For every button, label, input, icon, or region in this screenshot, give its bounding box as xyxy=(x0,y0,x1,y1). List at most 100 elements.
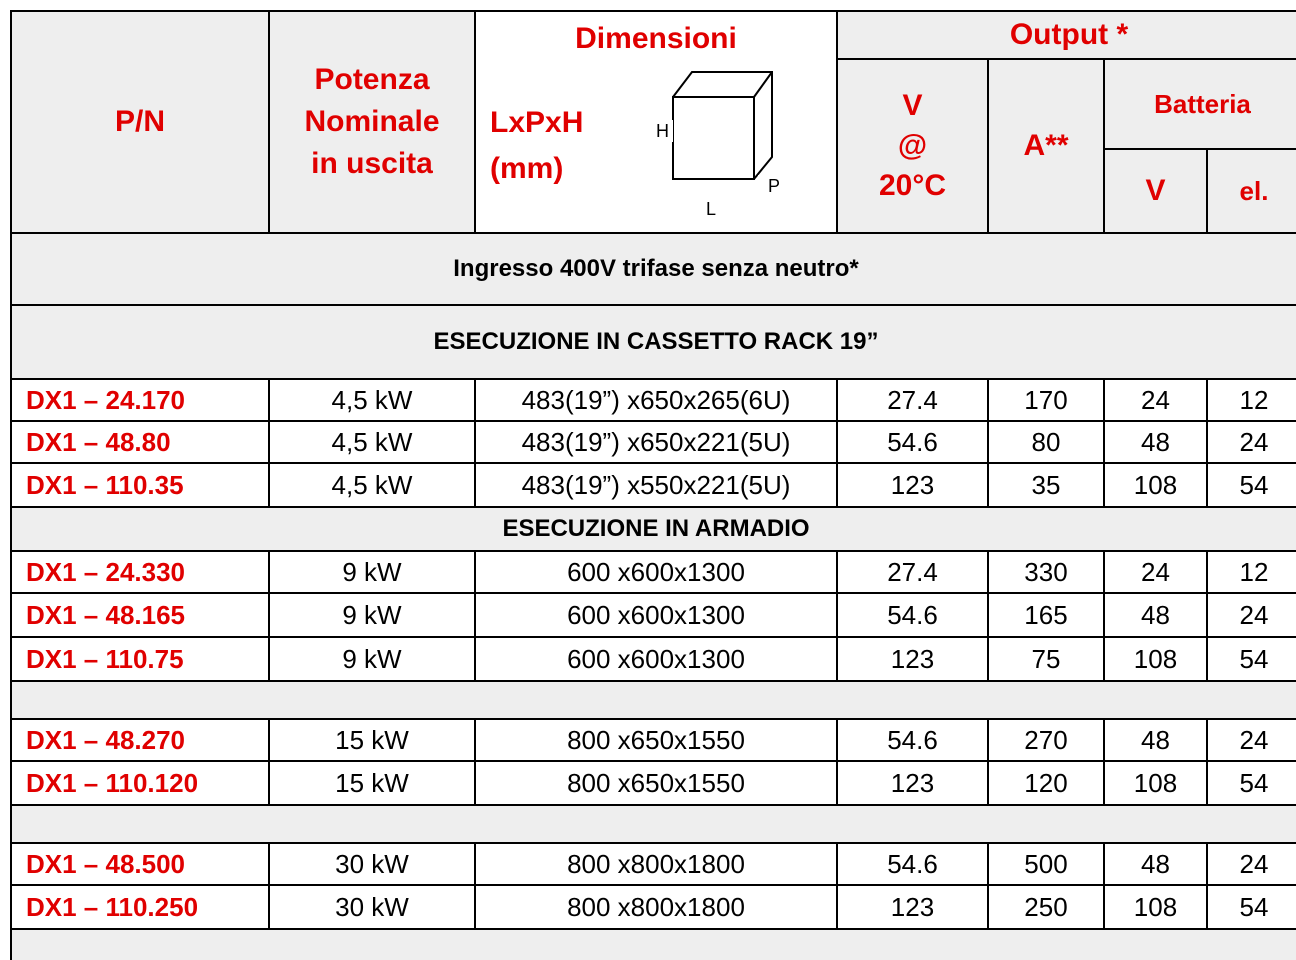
table-row xyxy=(11,929,1296,960)
section-title: ESECUZIONE IN CASSETTO RACK 19” xyxy=(11,305,1296,379)
part-number: DX1 – 48.500 xyxy=(11,843,269,885)
cell: 54.6 xyxy=(837,843,988,885)
cell: 108 xyxy=(1104,885,1207,929)
cell: 54 xyxy=(1207,761,1296,805)
cell: 24 xyxy=(1207,593,1296,637)
cell: 48 xyxy=(1104,719,1207,761)
table-row: ESECUZIONE IN CASSETTO RACK 19” xyxy=(11,305,1296,379)
cell: 24 xyxy=(1207,421,1296,463)
part-number: DX1 – 24.170 xyxy=(11,379,269,421)
section-title: Ingresso 400V trifase senza neutro* xyxy=(11,233,1296,305)
header-cell: P/N xyxy=(11,11,269,233)
part-number: DX1 – 48.165 xyxy=(11,593,269,637)
cell: 108 xyxy=(1104,637,1207,681)
cell: 27.4 xyxy=(837,551,988,593)
cell: 250 xyxy=(988,885,1104,929)
header-text: (mm) xyxy=(490,152,563,185)
header-cell: el. xyxy=(1207,149,1296,233)
header-text: Potenza xyxy=(314,63,429,96)
cell: 27.4 xyxy=(837,379,988,421)
cell: 12 xyxy=(1207,379,1296,421)
cell: 30 kW xyxy=(269,885,475,929)
cell: 800 x650x1550 xyxy=(475,761,837,805)
cell: 15 kW xyxy=(269,761,475,805)
axis-label: L xyxy=(698,198,724,220)
cell: 9 kW xyxy=(269,637,475,681)
section-title: ESECUZIONE IN ARMADIO xyxy=(11,507,1296,551)
cell: 330 xyxy=(988,551,1104,593)
cell: 54 xyxy=(1207,463,1296,507)
blank-row xyxy=(11,929,1296,960)
cell: 80 xyxy=(988,421,1104,463)
header-text: P/N xyxy=(115,105,165,138)
cell: 9 kW xyxy=(269,593,475,637)
cell: 9 kW xyxy=(269,551,475,593)
cell: 500 xyxy=(988,843,1104,885)
header-text: A** xyxy=(1023,129,1068,162)
header-text: el. xyxy=(1240,176,1269,206)
cell: 24 xyxy=(1104,551,1207,593)
cell: 54.6 xyxy=(837,421,988,463)
header-cell: V xyxy=(1104,149,1207,233)
cell: 120 xyxy=(988,761,1104,805)
table-row: Ingresso 400V trifase senza neutro* xyxy=(11,233,1296,305)
header-cell: Output * xyxy=(837,11,1296,59)
header-text: in uscita xyxy=(311,147,433,180)
part-number: DX1 – 110.35 xyxy=(11,463,269,507)
part-number: DX1 – 24.330 xyxy=(11,551,269,593)
header-text: V xyxy=(1145,174,1165,207)
cell: 800 x650x1550 xyxy=(475,719,837,761)
cell: 48 xyxy=(1104,421,1207,463)
cell: 54 xyxy=(1207,885,1296,929)
cell: 24 xyxy=(1207,843,1296,885)
cell: 123 xyxy=(837,637,988,681)
part-number: DX1 – 48.270 xyxy=(11,719,269,761)
cell: 30 kW xyxy=(269,843,475,885)
cell: 483(19”) x550x221(5U) xyxy=(475,463,837,507)
header-text: LxPxH xyxy=(490,106,583,139)
cell: 165 xyxy=(988,593,1104,637)
cell: 483(19”) x650x265(6U) xyxy=(475,379,837,421)
cell: 600 x600x1300 xyxy=(475,593,837,637)
part-number: DX1 – 110.250 xyxy=(11,885,269,929)
header-text: @ xyxy=(898,129,927,162)
header-text: LxPxH (mm) xyxy=(490,100,583,192)
header-text: Nominale xyxy=(304,105,439,138)
blank-row xyxy=(11,681,1296,719)
cell: 800 x800x1800 xyxy=(475,885,837,929)
table-row xyxy=(11,681,1296,719)
header-text: Dimensioni xyxy=(476,18,836,60)
part-number: DX1 – 110.75 xyxy=(11,637,269,681)
cell: 483(19”) x650x221(5U) xyxy=(475,421,837,463)
header-text: 20°C xyxy=(879,169,946,202)
cell: 4,5 kW xyxy=(269,379,475,421)
part-number: DX1 – 48.80 xyxy=(11,421,269,463)
header-text: V xyxy=(902,89,922,122)
cell: 123 xyxy=(837,761,988,805)
cell: 123 xyxy=(837,463,988,507)
cell: 48 xyxy=(1104,593,1207,637)
cell: 48 xyxy=(1104,843,1207,885)
cell: 170 xyxy=(988,379,1104,421)
cell: 24 xyxy=(1207,719,1296,761)
header-cell: A** xyxy=(988,59,1104,233)
cell: 600 x600x1300 xyxy=(475,551,837,593)
axis-label: P xyxy=(758,175,790,197)
table-row: ESECUZIONE IN ARMADIO xyxy=(11,507,1296,551)
cell: 24 xyxy=(1104,379,1207,421)
header-cell: Potenza Nominale in uscita xyxy=(269,11,475,233)
cell: 75 xyxy=(988,637,1104,681)
cell: 54.6 xyxy=(837,593,988,637)
part-number: DX1 – 110.120 xyxy=(11,761,269,805)
cell: 108 xyxy=(1104,463,1207,507)
cell: 35 xyxy=(988,463,1104,507)
